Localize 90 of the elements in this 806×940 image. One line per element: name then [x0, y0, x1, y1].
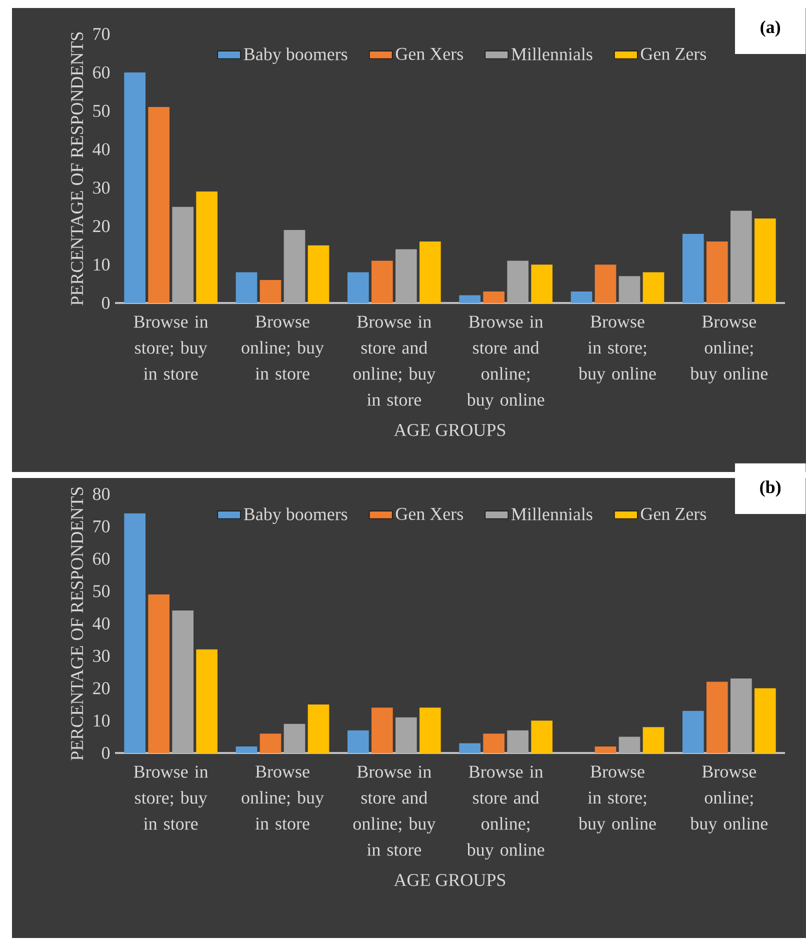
bar [483, 734, 504, 753]
bar [594, 264, 616, 303]
y-tick-label: 20 [93, 682, 110, 694]
bar [395, 249, 417, 303]
legend-label: Gen Zers [640, 508, 706, 520]
bar [682, 710, 704, 753]
x-tick-label: Browse in store; buy online [578, 316, 656, 384]
y-tick-label: 50 [93, 104, 110, 117]
y-tick-label: 70 [93, 520, 110, 532]
bar [347, 272, 369, 303]
bar [531, 264, 552, 303]
y-tick-label: 70 [93, 28, 110, 40]
bar [420, 242, 441, 303]
bar [284, 724, 306, 753]
bar [172, 610, 194, 753]
x-tick-label: Browse in store and online; buy in store [353, 766, 436, 856]
bar [682, 234, 704, 303]
bar [260, 734, 282, 753]
x-tick-label: Browse in store and online; buy online [466, 316, 544, 410]
y-tick-label: 50 [93, 585, 110, 598]
bar [594, 746, 616, 753]
y-tick-label: 30 [93, 182, 110, 194]
bar [706, 682, 728, 753]
bar [420, 708, 441, 753]
bar [395, 717, 417, 753]
x-axis-title: AGE GROUPS [394, 874, 506, 886]
y-tick-label: 10 [94, 714, 110, 727]
bar [507, 260, 528, 303]
bar [260, 280, 282, 303]
x-tick-label: Browse in store and online; buy in store [353, 316, 436, 406]
x-tick-label: Browse in store; buy in store [134, 316, 208, 380]
bar [642, 272, 664, 303]
bar [172, 206, 194, 303]
y-tick-label: 20 [93, 220, 110, 232]
bar [618, 276, 640, 303]
bar [148, 107, 170, 303]
y-tick-label: 60 [93, 552, 110, 565]
bar [570, 291, 592, 303]
x-tick-label: Browse in store; buy in store [134, 766, 208, 830]
y-tick-label: 10 [94, 258, 110, 271]
legend-label: Baby boomers [244, 508, 348, 524]
legend-label: Gen Zers [640, 48, 706, 60]
legend-label: Baby boomers [244, 48, 348, 64]
x-tick-label: Browse online; buy in store [242, 766, 324, 830]
bar [347, 730, 369, 753]
bar [754, 218, 776, 303]
y-tick-label: 60 [93, 66, 110, 78]
bar [754, 688, 776, 753]
legend-label: Gen Xers [396, 48, 463, 60]
y-tick-label: 80 [92, 488, 110, 500]
bar [459, 295, 480, 303]
bar [459, 743, 480, 753]
bar [308, 704, 330, 753]
y-axis-title: PERCENTAGE OF RESPONDENTS [71, 487, 84, 760]
x-axis-title: AGE GROUPS [394, 424, 506, 436]
legend-label: Millennials [511, 48, 592, 60]
y-tick-label: 0 [102, 296, 110, 310]
bar [236, 272, 258, 303]
bar [124, 72, 146, 303]
bar [730, 678, 752, 753]
x-tick-label: Browse online; buy online [690, 766, 768, 834]
x-tick-label: Browse online; buy online [690, 316, 768, 384]
chart-title: (a) [760, 20, 780, 37]
y-axis-title: PERCENTAGE OF RESPONDENTS [71, 32, 84, 306]
bar [507, 730, 528, 753]
bar [730, 210, 752, 303]
bar [196, 192, 218, 303]
bar [371, 260, 393, 303]
bar [308, 245, 330, 303]
bar [148, 594, 170, 753]
x-tick-label: Browse online; buy in store [242, 316, 324, 380]
bar [618, 736, 640, 753]
bar [124, 513, 146, 753]
y-tick-label: 40 [92, 143, 110, 156]
bar [236, 746, 258, 753]
bar [642, 727, 664, 753]
bar [483, 291, 504, 303]
bar [284, 230, 306, 303]
y-tick-label: 0 [102, 746, 110, 760]
bar [371, 708, 393, 753]
x-tick-label: Browse in store and online; buy online [466, 766, 544, 860]
bar [531, 720, 552, 753]
y-tick-label: 30 [93, 650, 110, 662]
y-tick-label: 40 [92, 617, 110, 630]
legend-label: Millennials [511, 508, 592, 520]
bar [706, 242, 728, 303]
x-tick-label: Browse in store; buy online [578, 766, 656, 834]
chart-title: (b) [760, 480, 781, 497]
bar [196, 649, 218, 753]
legend-label: Gen Xers [396, 508, 463, 520]
